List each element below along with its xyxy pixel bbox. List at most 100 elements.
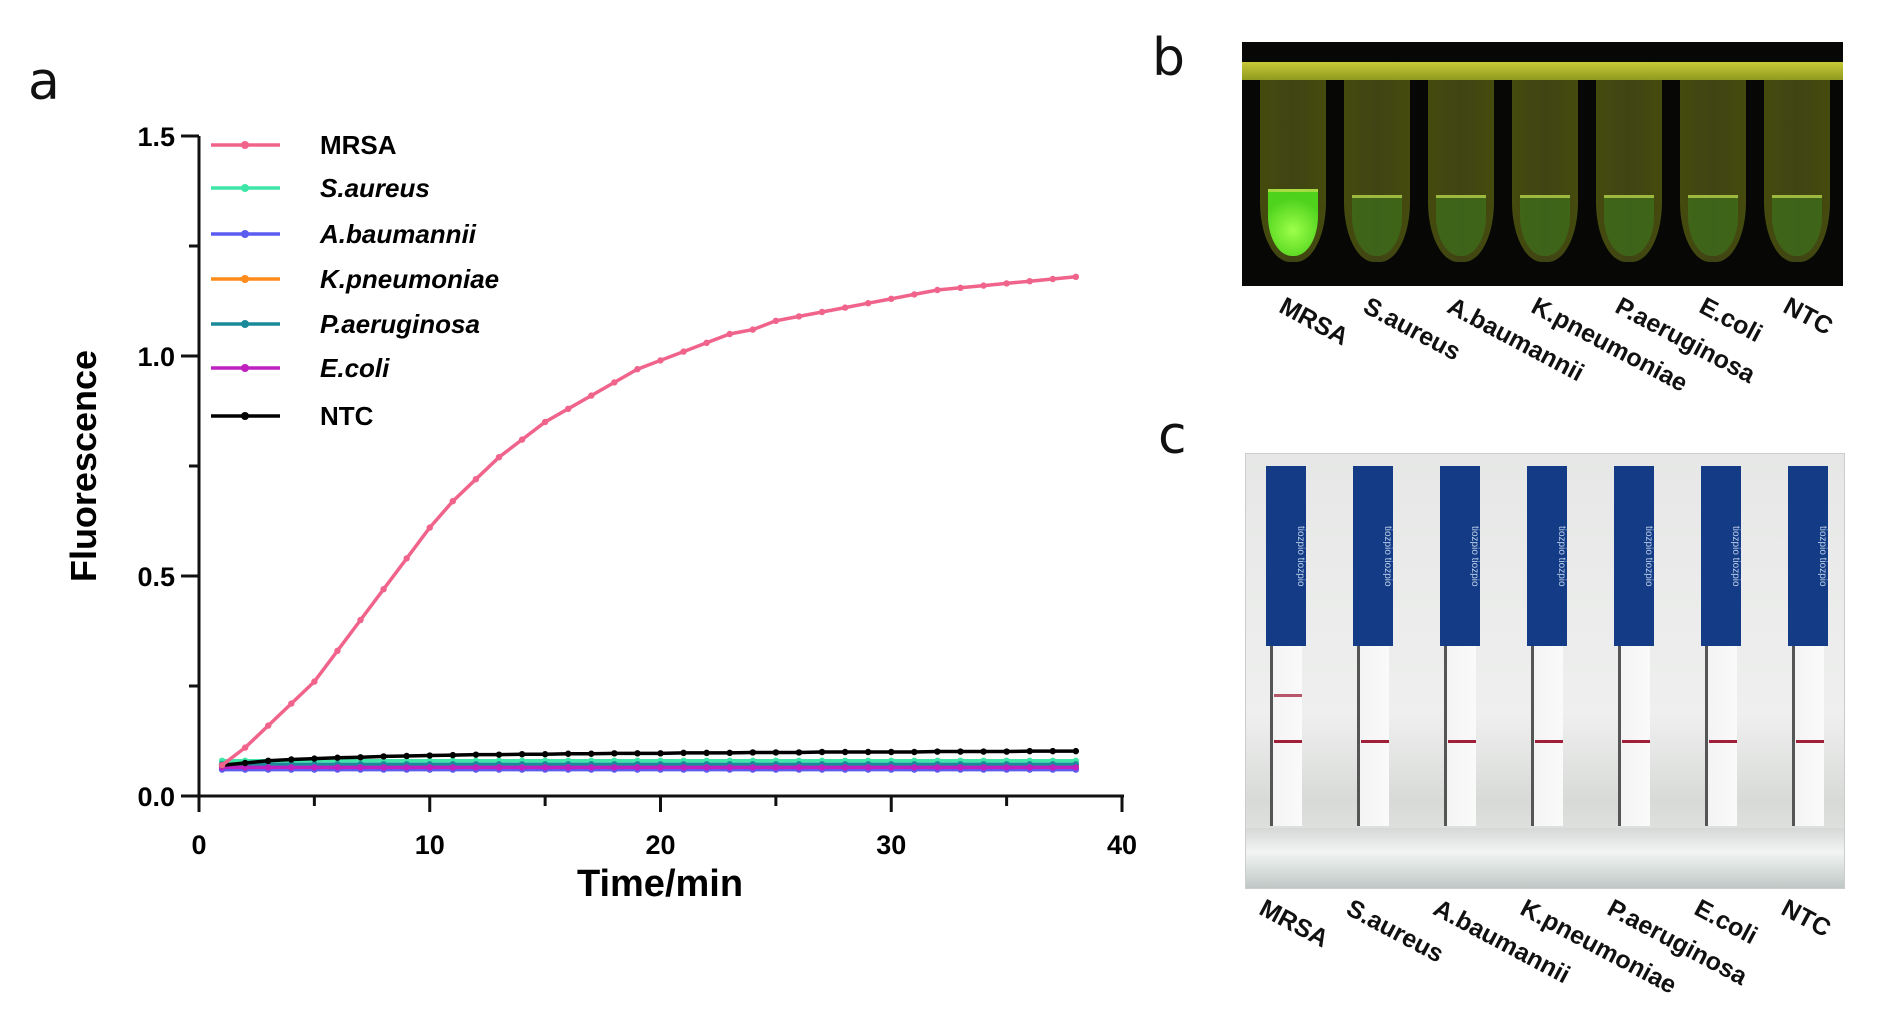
data-point (980, 764, 987, 771)
legend-item: A.baumannii (211, 219, 477, 249)
tube-e-coli (1680, 80, 1746, 262)
strip-e-coli: tiozpio tiozpio (1701, 466, 1741, 826)
data-point (795, 764, 803, 771)
tube-strip-rim (1242, 62, 1843, 80)
panel-label-a: a (28, 52, 60, 112)
data-point (888, 748, 895, 756)
data-point (1003, 280, 1010, 287)
data-point (1049, 275, 1056, 283)
strip-membrane (1270, 646, 1302, 826)
tube-liquid (1688, 195, 1738, 256)
data-point (726, 749, 733, 757)
series-e-coli (218, 764, 1080, 771)
data-point (611, 379, 618, 386)
legend-marker (241, 412, 249, 420)
data-point (588, 750, 595, 757)
data-point (241, 764, 249, 771)
data-point (726, 330, 733, 338)
data-point (426, 752, 433, 759)
legend-item: P.aeruginosa (211, 309, 480, 339)
legend-item: E.coli (211, 353, 390, 383)
data-point (472, 476, 480, 483)
strip-membrane (1357, 646, 1389, 826)
strip-label: S.aureus (1341, 894, 1449, 969)
legend-marker (241, 184, 249, 192)
data-point (449, 498, 457, 505)
data-point (772, 317, 780, 324)
series-line (221, 749, 1076, 767)
data-point (380, 764, 387, 771)
data-point (403, 752, 410, 760)
data-point (657, 750, 664, 757)
legend-item: MRSA (211, 130, 397, 160)
data-point (403, 764, 410, 771)
data-point (611, 764, 618, 771)
data-point (565, 750, 572, 757)
data-point (311, 678, 318, 685)
data-point (957, 764, 964, 771)
strip-membrane (1792, 646, 1824, 826)
data-point (518, 436, 526, 443)
tube-liquid (1772, 195, 1822, 256)
data-point (980, 282, 987, 289)
data-point (680, 764, 687, 771)
data-point (357, 754, 364, 761)
data-point (380, 586, 387, 593)
fluorescence-chart: 0 10 20 30 40 0.0 0.5 1.0 1.5 MRSA S.aureus A.baum… (63, 122, 1137, 905)
data-point (818, 764, 826, 771)
tube-liquid (1436, 195, 1486, 256)
legend-label: NTC (320, 401, 374, 431)
tube-mrsa (1260, 80, 1326, 262)
data-point (334, 764, 341, 771)
legend-label: E.coli (320, 353, 390, 383)
series-line (221, 275, 1077, 767)
test-line (1274, 694, 1302, 697)
data-point (726, 764, 733, 771)
legend-label: K.pneumoniae (320, 264, 499, 294)
strip-label: MRSA (1254, 894, 1333, 954)
panel-label-c: c (1158, 406, 1187, 466)
data-point (680, 348, 687, 355)
tube-liquid (1268, 189, 1318, 256)
data-point (680, 749, 687, 757)
data-point (588, 764, 595, 771)
x-axis-label: Time/min (577, 863, 743, 905)
control-line (1361, 740, 1389, 743)
x-tick-label: 0 (191, 830, 206, 860)
x-tick-label: 40 (1107, 830, 1137, 860)
data-point (957, 748, 964, 755)
tube-liquid (1520, 195, 1570, 256)
legend-marker (241, 275, 249, 283)
strip-p-aeruginosa: tiozpio tiozpio (1614, 466, 1654, 826)
data-point (841, 764, 849, 771)
data-point (749, 749, 756, 756)
data-point (357, 616, 364, 624)
control-line (1622, 740, 1650, 743)
data-point (449, 751, 457, 759)
strip-membrane (1531, 646, 1563, 826)
strip-label-pad: tiozpio tiozpio (1614, 466, 1654, 646)
data-point (472, 764, 480, 771)
data-point (841, 748, 849, 756)
data-point (357, 764, 364, 771)
tube-label: NTC (1778, 292, 1838, 341)
panel-label-b: b (1152, 28, 1186, 88)
strip-label-pad: tiozpio tiozpio (1701, 466, 1741, 646)
data-point (426, 524, 433, 531)
series-mrsa (218, 273, 1080, 769)
data-point (449, 764, 457, 771)
legend-marker (241, 230, 249, 238)
data-point (1026, 764, 1033, 771)
strip-a-baumannii: tiozpio tiozpio (1440, 466, 1480, 826)
data-point (311, 764, 318, 771)
data-point (703, 764, 710, 771)
data-point (795, 749, 803, 756)
data-point (472, 751, 480, 758)
strip-tray (1246, 828, 1844, 888)
data-point (241, 744, 249, 751)
data-point (495, 454, 503, 461)
data-point (588, 392, 595, 399)
data-point (541, 764, 549, 771)
data-point (911, 764, 918, 771)
data-point (934, 748, 941, 755)
